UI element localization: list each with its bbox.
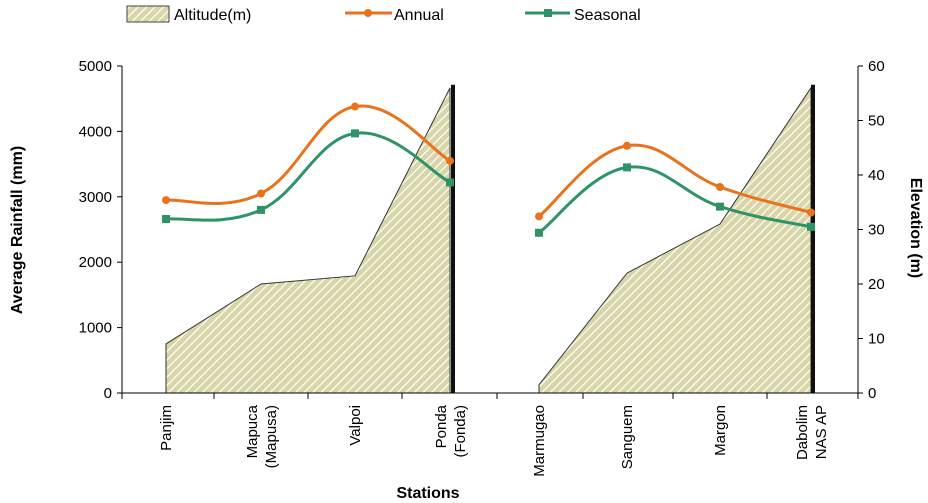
x-tick-label: Ponda bbox=[433, 404, 450, 448]
annual-point bbox=[623, 141, 631, 150]
legend-label-annual: Annual bbox=[394, 7, 444, 24]
x-tick-label: (Mapusa) bbox=[263, 405, 280, 468]
seasonal-point bbox=[716, 202, 724, 211]
y2-axis-title: Elevation (m) bbox=[907, 178, 924, 278]
seasonal-point bbox=[162, 215, 170, 224]
x-tick-label: Sanguem bbox=[619, 405, 636, 469]
y-tick-label: 1000 bbox=[79, 320, 112, 337]
x-tick-label: Marmugao bbox=[531, 405, 548, 477]
y2-tick-label: 60 bbox=[868, 58, 885, 75]
x-tick-label: Margon bbox=[712, 405, 729, 456]
y-tick-label: 4000 bbox=[79, 123, 112, 140]
x-tick-label: Valpoi bbox=[347, 405, 364, 446]
legend-label-seasonal: Seasonal bbox=[574, 7, 641, 24]
seasonal-point bbox=[446, 178, 454, 187]
seasonal-point bbox=[623, 163, 631, 172]
annual-point bbox=[446, 156, 454, 165]
y-tick-label: 2000 bbox=[79, 254, 112, 271]
seasonal-point bbox=[807, 222, 815, 231]
legend-marker-seasonal bbox=[544, 9, 552, 17]
annual-point bbox=[716, 182, 724, 191]
legend: Altitude(m) Annual Seasonal bbox=[126, 5, 641, 24]
x-axis-title: Stations bbox=[396, 485, 459, 502]
y2-tick-label: 50 bbox=[868, 113, 885, 130]
annual-point bbox=[535, 212, 543, 221]
annual-line-group-2 bbox=[538, 143, 812, 218]
y2-tick-label: 40 bbox=[868, 167, 885, 184]
annual-point bbox=[807, 208, 815, 217]
x-tick-label: Panjim bbox=[158, 405, 175, 451]
y2-tick-label: 30 bbox=[868, 222, 885, 239]
annual-line-group-1 bbox=[165, 104, 451, 206]
y2-tick-label: 0 bbox=[868, 385, 876, 402]
seasonal-point bbox=[351, 129, 359, 138]
seasonal-point bbox=[535, 228, 543, 237]
x-tick-label: Mapuca bbox=[244, 404, 261, 458]
annual-point bbox=[351, 102, 359, 111]
plot-area: 5000 4000 3000 2000 1000 0 60 50 40 30 20 10 0 Panjim… bbox=[79, 58, 885, 477]
x-tick-label: Dabolim bbox=[794, 405, 811, 460]
seasonal-point bbox=[257, 205, 265, 214]
seasonal-line-group-2 bbox=[538, 165, 812, 234]
y2-tick-label: 20 bbox=[868, 276, 885, 293]
y-tick-label: 0 bbox=[104, 385, 112, 402]
legend-label-altitude: Altitude(m) bbox=[174, 7, 251, 24]
y-axis-title: Average Rainfall (mm) bbox=[9, 146, 26, 314]
y2-tick-label: 10 bbox=[868, 331, 885, 348]
x-tick-label: NAS AP bbox=[813, 405, 830, 459]
x-tick-label: (Fonda) bbox=[452, 405, 469, 458]
annual-point bbox=[257, 189, 265, 198]
altitude-area-group-1 bbox=[165, 87, 451, 394]
y-tick-label: 3000 bbox=[79, 189, 112, 206]
seasonal-line-group-1 bbox=[165, 131, 451, 222]
legend-marker-annual bbox=[364, 9, 372, 17]
y-tick-label: 5000 bbox=[79, 58, 112, 75]
altitude-area-group-2 bbox=[538, 86, 812, 394]
legend-swatch-altitude bbox=[126, 5, 170, 23]
annual-point bbox=[162, 196, 170, 205]
